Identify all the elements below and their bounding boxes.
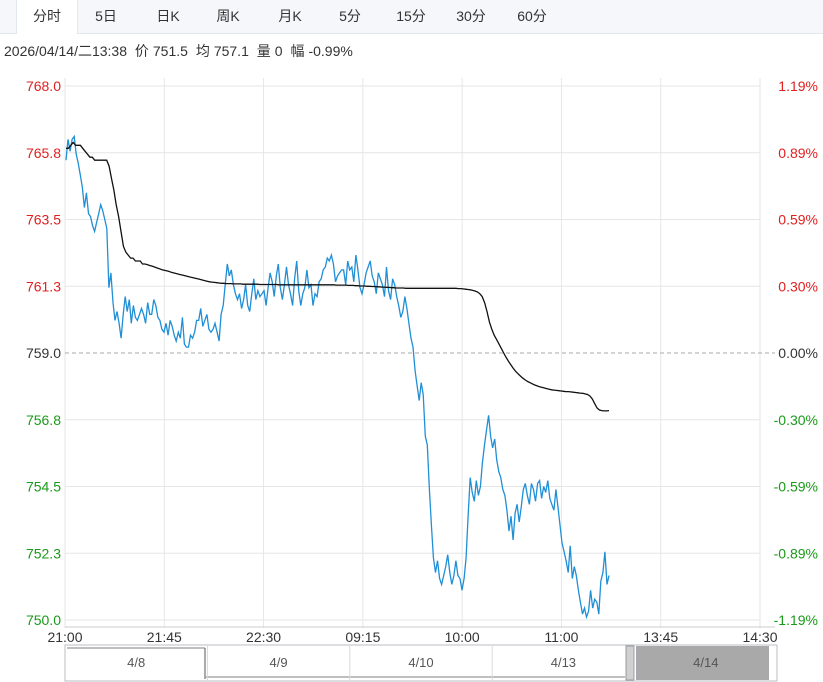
change-value: -0.99% [308, 43, 353, 59]
y-tick-label: 768.0 [26, 78, 61, 94]
y-tick-label: 750.0 [26, 612, 61, 628]
y-tick-label-right: -0.30% [774, 412, 818, 428]
price-label: 价 [134, 43, 149, 59]
volume-label: 量 [256, 43, 271, 59]
navigator-date: 4/8 [127, 655, 145, 670]
y-tick-label: 763.5 [26, 212, 61, 228]
y-tick-label: 765.8 [26, 145, 61, 161]
price-line [65, 134, 610, 620]
tab-4[interactable]: 月K [278, 8, 302, 24]
y-tick-label: 754.5 [26, 479, 61, 495]
y-tick-label: 756.8 [26, 412, 61, 428]
x-tick-label: 11:00 [544, 629, 578, 645]
tab-8[interactable]: 60分 [517, 8, 547, 24]
tab-7[interactable]: 30分 [456, 8, 486, 24]
x-tick-label: 21:00 [47, 629, 82, 645]
y-tick-label-right: 1.19% [778, 78, 818, 94]
y-tick-label-right: 0.00% [778, 345, 818, 361]
volume-value: 0 [274, 43, 283, 59]
y-tick-label: 761.3 [26, 278, 61, 294]
change-label: 幅 [290, 43, 305, 59]
x-tick-label: 21:45 [147, 629, 182, 645]
avg-label: 均 [195, 43, 210, 59]
navigator-handle [625, 645, 635, 681]
tab-6[interactable]: 15分 [396, 8, 426, 24]
period-tab-bar: 分时 5日 日K 周K 月K 5分 15分 30分 60分 [0, 0, 823, 34]
y-tick-label-right: -0.59% [774, 479, 818, 495]
tab-5[interactable]: 5分 [339, 8, 361, 24]
navigator-date: 4/9 [270, 655, 288, 670]
y-tick-label-right: 0.89% [778, 145, 818, 161]
avg-line [66, 141, 610, 412]
avg-value: 757.1 [213, 43, 249, 59]
y-tick-label-right: 0.59% [778, 212, 818, 228]
tab-1[interactable]: 5日 [95, 8, 117, 24]
tab-2[interactable]: 日K [156, 8, 180, 24]
y-tick-label-right: -0.89% [774, 545, 818, 561]
tab-0[interactable]: 分时 [16, 0, 78, 34]
navigator-selection [636, 646, 769, 680]
x-tick-label: 22:30 [246, 629, 281, 645]
tab-3[interactable]: 周K [216, 8, 240, 24]
navigator-date: 4/14 [693, 655, 718, 670]
x-tick-label: 13:45 [643, 629, 678, 645]
y-tick-label: 759.0 [26, 345, 61, 361]
x-tick-label: 14:30 [742, 629, 777, 645]
y-tick-label: 752.3 [26, 545, 61, 561]
datetime: 2026/04/14/二13:38 [4, 43, 127, 59]
x-tick-label: 10:00 [445, 629, 480, 645]
y-tick-label-right: 0.30% [778, 278, 818, 294]
x-tick-label: 09:15 [345, 629, 380, 645]
navigator-date: 4/10 [408, 655, 433, 670]
price-value: 751.5 [152, 43, 188, 59]
y-tick-label-right: -1.19% [774, 612, 818, 628]
navigator-date: 4/13 [551, 655, 576, 670]
